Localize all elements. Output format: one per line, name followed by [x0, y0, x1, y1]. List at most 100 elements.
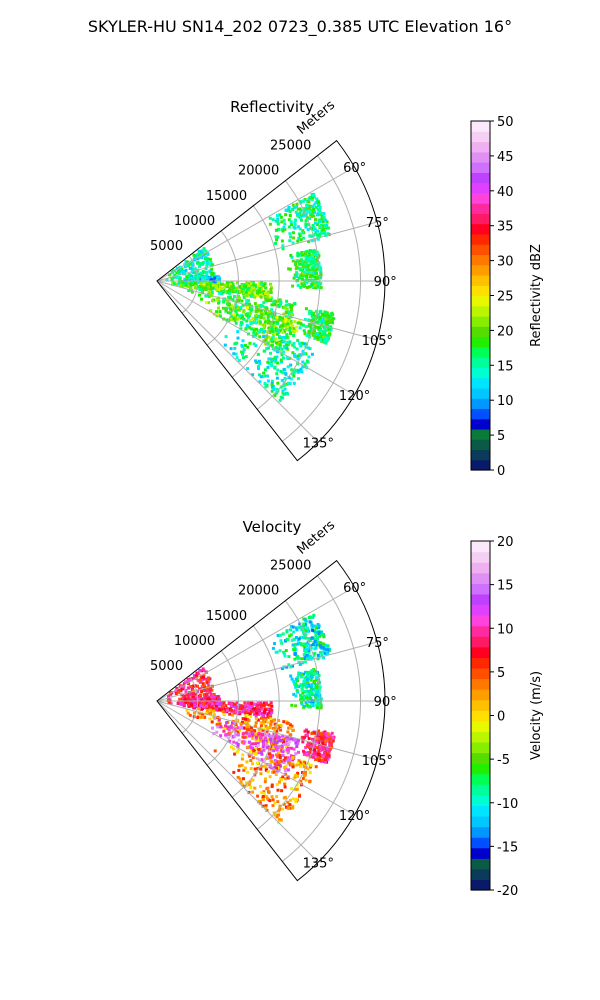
echo-pixel	[254, 313, 258, 317]
echo-pixel	[296, 339, 300, 342]
echo-pixel	[300, 673, 304, 677]
echo-pixel	[259, 701, 263, 705]
echo-pixel	[258, 801, 262, 805]
echo-pixel	[278, 804, 282, 808]
colorbar-tick-label: 5	[497, 666, 505, 681]
echo-pixel	[321, 746, 325, 750]
echo-pixel	[291, 372, 295, 376]
echo-pixel	[290, 724, 294, 728]
echo-pixel	[238, 707, 242, 711]
echo-pixel	[285, 299, 289, 303]
echo-pixel	[224, 335, 228, 339]
echo-pixel	[320, 214, 324, 218]
echo-pixel	[325, 736, 329, 740]
echo-pixel	[224, 309, 228, 313]
echo-pixel	[228, 296, 232, 300]
echo-pixel	[269, 320, 273, 324]
echo-pixel	[292, 206, 296, 210]
echo-pixel	[251, 742, 255, 746]
echo-pixel	[244, 731, 248, 735]
echo-pixel	[310, 311, 314, 315]
echo-pixel	[257, 728, 261, 732]
echo-pixel	[245, 760, 249, 764]
echo-pixel	[308, 765, 312, 769]
colorbar-segment	[471, 794, 490, 806]
echo-pixel	[246, 701, 250, 705]
echo-pixel	[294, 799, 298, 803]
azimuth-spoke	[156, 280, 319, 443]
echo-pixel	[287, 303, 291, 307]
echo-pixel	[239, 305, 243, 309]
echo-pixel	[266, 316, 270, 320]
echo-pixel	[217, 703, 221, 707]
echo-pixel	[270, 389, 274, 393]
echo-pixel	[245, 324, 249, 328]
echo-pixel	[314, 626, 318, 630]
echo-pixel	[246, 367, 250, 371]
echo-pixel	[271, 770, 275, 774]
echo-pixel	[242, 317, 246, 321]
echo-pixel	[270, 708, 274, 712]
echo-pixel	[178, 277, 182, 281]
echo-pixel	[198, 265, 201, 269]
echo-pixel	[310, 319, 314, 322]
echo-pixel	[296, 642, 300, 646]
echo-pixel	[249, 710, 253, 714]
echo-pixel	[312, 318, 316, 322]
echo-pixel	[298, 259, 302, 263]
echo-pixel	[307, 616, 311, 619]
echo-pixel	[285, 665, 289, 669]
echo-pixel	[325, 339, 329, 343]
echo-pixel	[304, 628, 308, 632]
echo-pixel	[265, 739, 269, 743]
echo-pixel	[213, 283, 217, 287]
echo-pixel	[187, 682, 190, 686]
echo-pixel	[305, 209, 309, 213]
echo-pixel	[278, 764, 282, 768]
echo-pixel	[254, 742, 258, 746]
echo-pixel	[218, 717, 222, 720]
echo-pixel	[322, 340, 326, 344]
echo-pixel	[292, 374, 296, 378]
figure-title: SKYLER-HU SN14_202 0723_0.385 UTC Elevat…	[88, 17, 512, 37]
echo-pixel	[295, 265, 299, 269]
echo-pixel	[291, 351, 295, 355]
echo-pixel	[246, 345, 250, 349]
echo-pixel	[314, 697, 318, 701]
echo-pixel	[264, 311, 268, 315]
azimuth-tick-label: 105°	[362, 334, 393, 349]
echo-pixel	[207, 679, 211, 683]
echo-pixel	[281, 632, 285, 636]
echo-pixel	[263, 708, 267, 712]
echo-pixel	[221, 306, 225, 310]
echo-pixel	[312, 233, 316, 237]
echo-pixel	[307, 649, 311, 652]
echo-pixel	[276, 217, 280, 221]
echo-pixel	[305, 205, 309, 209]
echo-pixel	[324, 644, 328, 648]
echo-pixel	[238, 314, 242, 318]
echo-pixel	[281, 229, 285, 233]
echo-pixel	[226, 726, 230, 730]
echo-pixel	[305, 644, 308, 648]
echo-pixel	[321, 632, 325, 636]
echo-pixel	[323, 315, 327, 319]
echo-pixel	[277, 760, 281, 764]
reflectivity-title: Reflectivity	[230, 98, 314, 116]
echo-pixel	[315, 262, 319, 266]
echo-pixel	[297, 637, 301, 641]
echo-pixel	[282, 383, 286, 387]
echo-pixel	[219, 701, 223, 705]
echo-pixel	[251, 756, 255, 760]
echo-pixel	[247, 302, 251, 306]
echo-pixel	[253, 302, 257, 306]
echo-pixel	[216, 274, 220, 278]
echo-region	[271, 613, 331, 670]
echo-pixel	[205, 261, 209, 265]
echo-pixel	[238, 710, 242, 714]
echo-pixel	[294, 773, 298, 777]
echo-pixel	[301, 263, 305, 267]
echo-pixel	[199, 262, 202, 265]
echo-pixel	[206, 688, 210, 692]
echo-pixel	[168, 273, 171, 277]
